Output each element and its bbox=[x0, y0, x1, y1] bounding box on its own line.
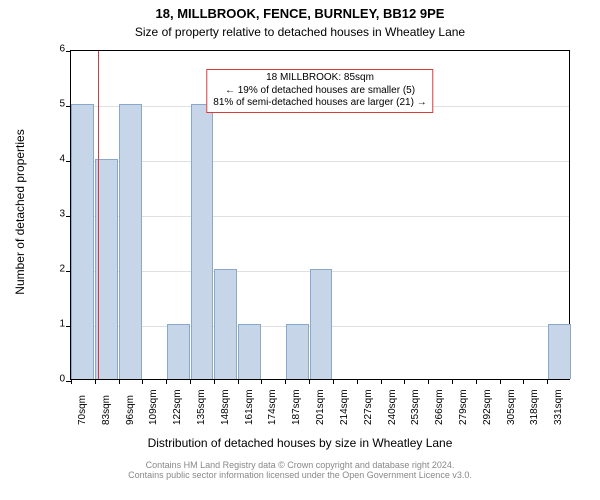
x-tick-mark bbox=[547, 379, 548, 384]
y-tick-label: 1 bbox=[59, 319, 65, 330]
property-marker-line bbox=[98, 51, 99, 379]
x-tick-mark bbox=[357, 379, 358, 384]
x-tick-label: 240sqm bbox=[387, 389, 398, 425]
x-tick-label: 148sqm bbox=[220, 389, 231, 425]
y-tick-mark bbox=[66, 326, 71, 327]
page-title: 18, MILLBROOK, FENCE, BURNLEY, BB12 9PE bbox=[0, 6, 600, 21]
x-tick-mark bbox=[119, 379, 120, 384]
x-tick-mark bbox=[428, 379, 429, 384]
histogram-bar bbox=[214, 269, 237, 379]
y-tick-mark bbox=[66, 216, 71, 217]
x-tick-label: 135sqm bbox=[196, 389, 207, 425]
x-tick-label: 201sqm bbox=[315, 389, 326, 425]
credits: Contains HM Land Registry data © Crown c… bbox=[0, 460, 600, 480]
x-tick-label: 70sqm bbox=[77, 395, 88, 425]
x-tick-label: 187sqm bbox=[291, 389, 302, 425]
x-tick-mark bbox=[71, 379, 72, 384]
x-tick-mark bbox=[404, 379, 405, 384]
histogram-bar bbox=[310, 269, 333, 379]
annotation-box: 18 MILLBROOK: 85sqm← 19% of detached hou… bbox=[206, 69, 433, 113]
x-tick-mark bbox=[261, 379, 262, 384]
annotation-line2: ← 19% of detached houses are smaller (5) bbox=[213, 85, 426, 98]
y-tick-mark bbox=[66, 161, 71, 162]
x-tick-label: 174sqm bbox=[267, 389, 278, 425]
x-tick-mark bbox=[190, 379, 191, 384]
x-tick-label: 83sqm bbox=[101, 395, 112, 425]
x-tick-label: 214sqm bbox=[339, 389, 350, 425]
y-tick-label: 3 bbox=[59, 209, 65, 220]
x-tick-mark bbox=[452, 379, 453, 384]
x-axis-label: Distribution of detached houses by size … bbox=[0, 436, 600, 450]
x-tick-label: 331sqm bbox=[553, 389, 564, 425]
y-tick-mark bbox=[66, 271, 71, 272]
histogram-bar bbox=[119, 104, 142, 379]
x-tick-label: 292sqm bbox=[482, 389, 493, 425]
x-tick-mark bbox=[142, 379, 143, 384]
histogram-bar bbox=[286, 324, 309, 379]
x-tick-label: 122sqm bbox=[172, 389, 183, 425]
y-tick-mark bbox=[66, 106, 71, 107]
y-axis-label: Number of detached properties bbox=[13, 112, 27, 312]
histogram-bar bbox=[167, 324, 190, 379]
x-tick-label: 266sqm bbox=[434, 389, 445, 425]
credits-line2: Contains public sector information licen… bbox=[0, 470, 600, 480]
histogram-bar bbox=[548, 324, 571, 379]
credits-line1: Contains HM Land Registry data © Crown c… bbox=[0, 460, 600, 470]
histogram-bar bbox=[71, 104, 94, 379]
x-tick-label: 253sqm bbox=[410, 389, 421, 425]
x-tick-mark bbox=[95, 379, 96, 384]
x-tick-label: 227sqm bbox=[363, 389, 374, 425]
histogram-bar bbox=[191, 104, 214, 379]
gridline bbox=[71, 161, 569, 162]
chart-plot-area: 012345670sqm83sqm96sqm109sqm122sqm135sqm… bbox=[70, 50, 570, 380]
x-tick-mark bbox=[285, 379, 286, 384]
x-tick-label: 109sqm bbox=[148, 389, 159, 425]
y-tick-mark bbox=[66, 51, 71, 52]
y-tick-label: 5 bbox=[59, 99, 65, 110]
x-tick-label: 318sqm bbox=[529, 389, 540, 425]
annotation-line1: 18 MILLBROOK: 85sqm bbox=[213, 72, 426, 85]
x-tick-mark bbox=[381, 379, 382, 384]
x-tick-label: 96sqm bbox=[125, 395, 136, 425]
y-tick-label: 0 bbox=[59, 374, 65, 385]
x-tick-mark bbox=[476, 379, 477, 384]
x-tick-mark bbox=[214, 379, 215, 384]
page-subtitle: Size of property relative to detached ho… bbox=[0, 25, 600, 39]
x-tick-label: 161sqm bbox=[244, 389, 255, 425]
y-tick-label: 2 bbox=[59, 264, 65, 275]
annotation-line3: 81% of semi-detached houses are larger (… bbox=[213, 97, 426, 110]
gridline bbox=[71, 216, 569, 217]
x-tick-mark bbox=[309, 379, 310, 384]
x-tick-mark bbox=[500, 379, 501, 384]
y-tick-label: 4 bbox=[59, 154, 65, 165]
y-tick-label: 6 bbox=[59, 44, 65, 55]
x-tick-mark bbox=[166, 379, 167, 384]
x-tick-mark bbox=[523, 379, 524, 384]
x-tick-label: 279sqm bbox=[458, 389, 469, 425]
x-tick-mark bbox=[238, 379, 239, 384]
x-tick-label: 305sqm bbox=[506, 389, 517, 425]
histogram-bar bbox=[238, 324, 261, 379]
x-tick-mark bbox=[333, 379, 334, 384]
